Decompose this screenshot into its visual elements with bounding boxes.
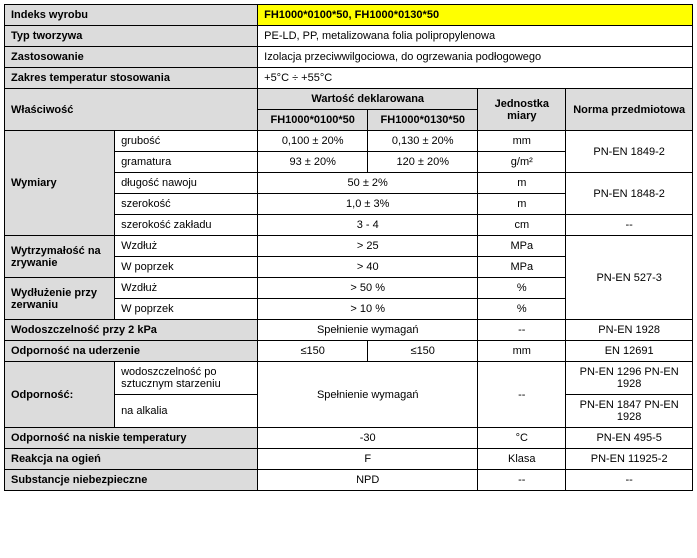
material-label: Typ tworzywa [5,26,258,47]
impact-unit: mm [478,341,566,362]
overlap-norm: -- [566,215,693,236]
lowtemp-norm: PN-EN 495-5 [566,428,693,449]
property-header: Właściwość [5,89,258,131]
thickness-b: 0,130 ± 20% [368,131,478,152]
thickness-norm: PN-EN 1849-2 [566,131,693,173]
length-unit: m [478,173,566,194]
width-unit: m [478,194,566,215]
thickness-label: grubość [115,131,258,152]
unit-header: Jednostka miary [478,89,566,131]
temp-range-label: Zakres temperatur stosowania [5,68,258,89]
tear-group: Wytrzymałość na zrywanie [5,236,115,278]
tear-along-label: Wzdłuż [115,236,258,257]
aging-val: Spełnienie wymagań [258,362,478,428]
impact-a: ≤150 [258,341,368,362]
overlap-label: szerokość zakładu [115,215,258,236]
thickness-a: 0,100 ± 20% [258,131,368,152]
tear-along-val: > 25 [258,236,478,257]
index-label: Indeks wyrobu [5,5,258,26]
elong-along-val: > 50 % [258,278,478,299]
gsm-label: gramatura [115,152,258,173]
lowtemp-val: -30 [258,428,478,449]
tear-across-label: W poprzek [115,257,258,278]
water-label: Wodoszczelność przy 2 kPa [5,320,258,341]
fire-norm: PN-EN 11925-2 [566,449,693,470]
alkali-label: na alkalia [115,395,258,428]
overlap-unit: cm [478,215,566,236]
col-b-header: FH1000*0130*50 [368,110,478,131]
tear-norm: PN-EN 527-3 [566,236,693,320]
norm-header: Norma przedmiotowa [566,89,693,131]
water-norm: PN-EN 1928 [566,320,693,341]
impact-norm: EN 12691 [566,341,693,362]
material-value: PE-LD, PP, metalizowana folia polipropyl… [258,26,693,47]
resist-group: Odporność: [5,362,115,428]
length-label: długość nawoju [115,173,258,194]
aging-label: wodoszczelność po sztucznym starzeniu [115,362,258,395]
impact-label: Odporność na uderzenie [5,341,258,362]
application-value: Izolacja przeciwwilgociowa, do ogrzewani… [258,47,693,68]
alkali-norm: PN-EN 1847 PN-EN 1928 [566,395,693,428]
aging-norm: PN-EN 1296 PN-EN 1928 [566,362,693,395]
fire-unit: Klasa [478,449,566,470]
hazard-label: Substancje niebezpieczne [5,470,258,491]
temp-range-value: +5°C ÷ +55°C [258,68,693,89]
hazard-norm: -- [566,470,693,491]
elong-across-label: W poprzek [115,299,258,320]
hazard-val: NPD [258,470,478,491]
length-norm: PN-EN 1848-2 [566,173,693,215]
elong-across-unit: % [478,299,566,320]
dim-group: Wymiary [5,131,115,236]
index-value: FH1000*0100*50, FH1000*0130*50 [258,5,693,26]
elong-along-label: Wzdłuż [115,278,258,299]
length-val: 50 ± 2% [258,173,478,194]
col-a-header: FH1000*0100*50 [258,110,368,131]
thickness-unit: mm [478,131,566,152]
width-label: szerokość [115,194,258,215]
elong-across-val: > 10 % [258,299,478,320]
fire-label: Reakcja na ogień [5,449,258,470]
aging-unit: -- [478,362,566,428]
application-label: Zastosowanie [5,47,258,68]
elong-along-unit: % [478,278,566,299]
width-val: 1,0 ± 3% [258,194,478,215]
overlap-val: 3 - 4 [258,215,478,236]
gsm-b: 120 ± 20% [368,152,478,173]
tear-across-val: > 40 [258,257,478,278]
impact-b: ≤150 [368,341,478,362]
gsm-unit: g/m² [478,152,566,173]
elong-group: Wydłużenie przy zerwaniu [5,278,115,320]
water-unit: -- [478,320,566,341]
hazard-unit: -- [478,470,566,491]
gsm-a: 93 ± 20% [258,152,368,173]
fire-val: F [258,449,478,470]
lowtemp-label: Odporność na niskie temperatury [5,428,258,449]
spec-table: Indeks wyrobu FH1000*0100*50, FH1000*013… [4,4,693,491]
water-val: Spełnienie wymagań [258,320,478,341]
declared-header: Wartość deklarowana [258,89,478,110]
tear-along-unit: MPa [478,236,566,257]
lowtemp-unit: °C [478,428,566,449]
tear-across-unit: MPa [478,257,566,278]
